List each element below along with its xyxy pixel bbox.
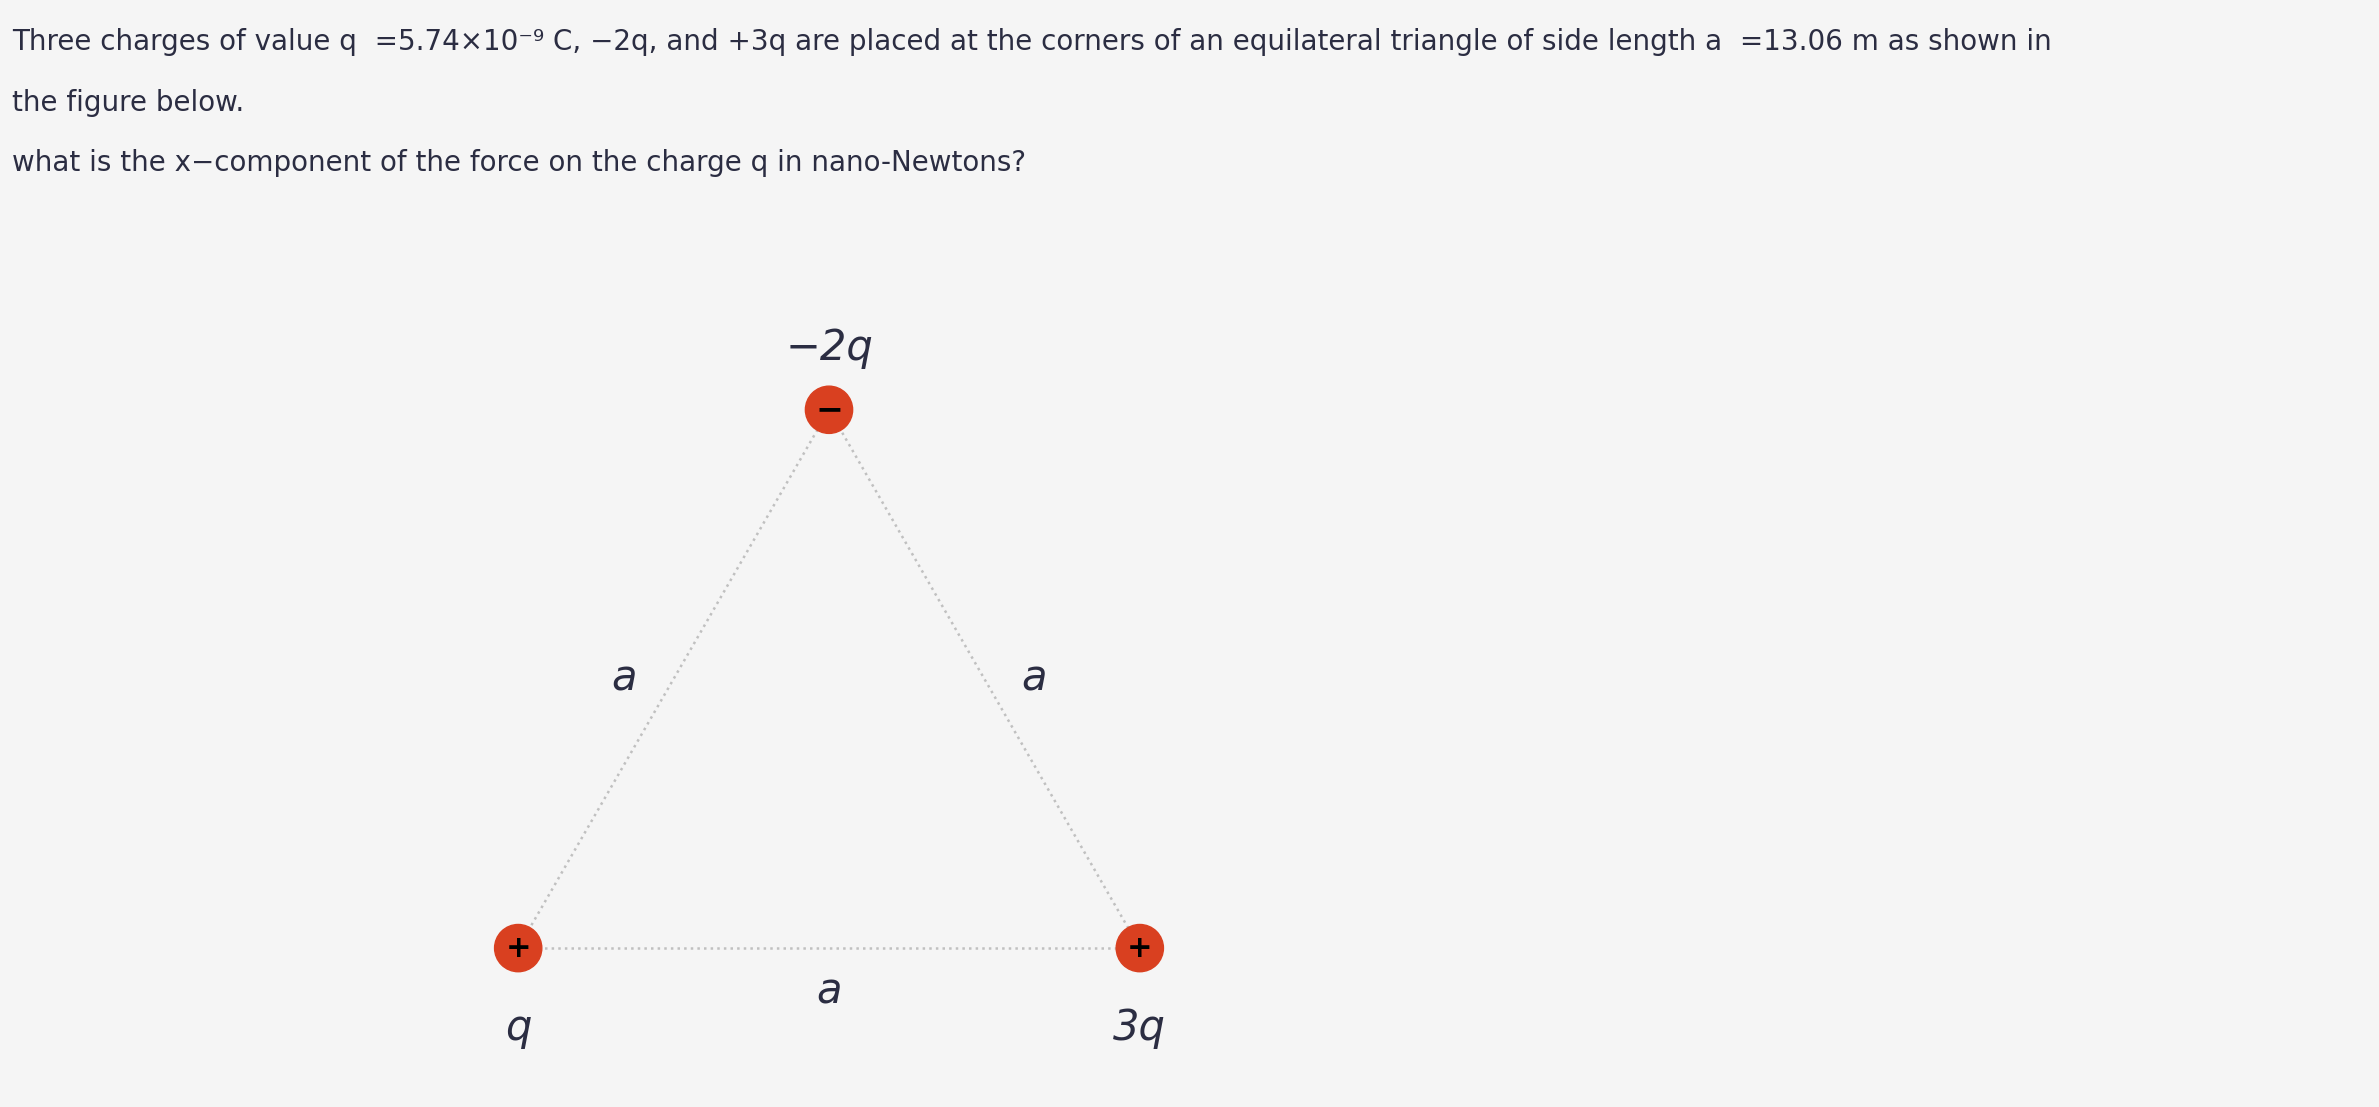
Text: a: a (1021, 658, 1047, 700)
Text: −2q: −2q (785, 328, 873, 370)
Text: q: q (504, 1007, 531, 1049)
Text: the figure below.: the figure below. (12, 89, 245, 116)
Text: what is the x−component of the force on the charge q in nano-Newtons?: what is the x−component of the force on … (12, 149, 1025, 177)
Circle shape (1116, 924, 1163, 972)
Circle shape (806, 386, 852, 434)
Text: 3q: 3q (1113, 1007, 1166, 1049)
Circle shape (495, 924, 542, 972)
Text: Three charges of value q  =5.74×10⁻⁹ C, −2q, and +3q are placed at the corners o: Three charges of value q =5.74×10⁻⁹ C, −… (12, 28, 2051, 55)
Text: +: + (504, 933, 531, 963)
Text: a: a (611, 658, 638, 700)
Text: +: + (1128, 933, 1154, 963)
Text: a: a (816, 971, 842, 1013)
Text: −: − (816, 393, 842, 426)
